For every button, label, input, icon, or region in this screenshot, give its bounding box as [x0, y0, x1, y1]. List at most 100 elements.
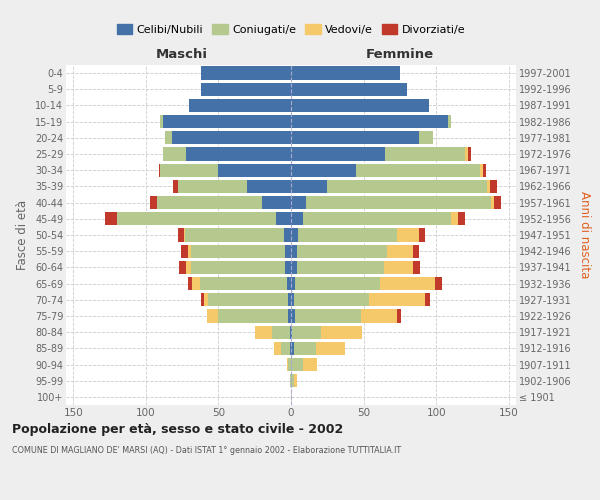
Bar	[184, 228, 185, 241]
Bar	[361, 310, 397, 322]
Bar	[494, 196, 502, 209]
Bar	[291, 228, 298, 241]
Bar	[274, 342, 281, 355]
Legend: Celibi/Nubili, Coniugati/e, Vedovi/e, Divorziati/e: Celibi/Nubili, Coniugati/e, Vedovi/e, Di…	[112, 20, 470, 39]
Bar	[387, 244, 413, 258]
Bar	[173, 180, 178, 193]
Bar	[298, 228, 397, 241]
Bar	[191, 244, 285, 258]
Bar	[295, 277, 380, 290]
Bar	[218, 310, 288, 322]
Bar	[285, 244, 291, 258]
Bar	[160, 164, 218, 177]
Bar	[291, 82, 407, 96]
Bar	[187, 148, 291, 160]
Bar	[419, 228, 425, 241]
Text: Popolazione per età, sesso e stato civile - 2002: Popolazione per età, sesso e stato civil…	[12, 422, 343, 436]
Bar	[291, 148, 385, 160]
Bar	[487, 180, 490, 193]
Bar	[480, 164, 482, 177]
Bar	[178, 180, 247, 193]
Bar	[192, 277, 200, 290]
Bar	[159, 164, 160, 177]
Bar	[397, 310, 401, 322]
Bar	[187, 260, 191, 274]
Bar	[291, 277, 295, 290]
Bar	[201, 82, 291, 96]
Text: COMUNE DI MAGLIANO DE' MARSI (AQ) - Dati ISTAT 1° gennaio 2002 - Elaborazione TU: COMUNE DI MAGLIANO DE' MARSI (AQ) - Dati…	[12, 446, 401, 455]
Bar	[302, 358, 317, 371]
Bar	[207, 310, 218, 322]
Bar	[105, 212, 117, 226]
Bar	[291, 196, 305, 209]
Bar	[150, 196, 157, 209]
Bar	[291, 180, 327, 193]
Bar	[291, 115, 448, 128]
Bar	[294, 374, 297, 388]
Bar	[322, 326, 362, 339]
Y-axis label: Anni di nascita: Anni di nascita	[578, 192, 591, 278]
Bar	[218, 164, 291, 177]
Bar	[451, 212, 458, 226]
Bar	[327, 180, 487, 193]
Bar	[491, 196, 494, 209]
Bar	[397, 228, 419, 241]
Bar	[356, 164, 480, 177]
Bar	[255, 326, 272, 339]
Bar	[291, 293, 294, 306]
Bar	[291, 99, 429, 112]
Bar	[285, 260, 291, 274]
Bar	[490, 180, 497, 193]
Bar	[288, 293, 291, 306]
Bar	[288, 310, 291, 322]
Bar	[163, 148, 187, 160]
Bar	[178, 228, 184, 241]
Bar	[287, 358, 288, 371]
Bar	[291, 164, 356, 177]
Bar	[157, 196, 262, 209]
Bar	[201, 293, 204, 306]
Bar	[291, 326, 292, 339]
Bar	[294, 293, 370, 306]
Bar	[188, 244, 191, 258]
Bar	[291, 131, 419, 144]
Bar	[281, 342, 290, 355]
Bar	[292, 326, 322, 339]
Y-axis label: Fasce di età: Fasce di età	[16, 200, 29, 270]
Bar	[190, 99, 291, 112]
Bar	[277, 212, 291, 226]
Bar	[291, 244, 297, 258]
Bar	[458, 212, 465, 226]
Bar	[185, 228, 284, 241]
Bar	[160, 115, 163, 128]
Bar	[284, 228, 291, 241]
Bar	[188, 277, 192, 290]
Bar	[295, 310, 361, 322]
Bar	[290, 374, 291, 388]
Bar	[290, 326, 291, 339]
Bar	[305, 196, 491, 209]
Bar	[384, 260, 413, 274]
Bar	[191, 260, 285, 274]
Bar	[419, 131, 433, 144]
Bar	[291, 310, 295, 322]
Bar	[204, 293, 208, 306]
Bar	[302, 212, 451, 226]
Bar	[370, 293, 425, 306]
Bar	[272, 326, 290, 339]
Bar	[380, 277, 435, 290]
Bar	[468, 148, 471, 160]
Bar	[262, 196, 291, 209]
Bar	[287, 277, 291, 290]
Bar	[316, 342, 345, 355]
Text: Femmine: Femmine	[366, 48, 434, 61]
Bar	[425, 293, 430, 306]
Bar	[413, 244, 419, 258]
Bar	[291, 212, 302, 226]
Bar	[294, 342, 316, 355]
Bar	[435, 277, 442, 290]
Bar	[179, 260, 187, 274]
Bar	[208, 293, 288, 306]
Bar	[291, 374, 294, 388]
Bar	[291, 342, 294, 355]
